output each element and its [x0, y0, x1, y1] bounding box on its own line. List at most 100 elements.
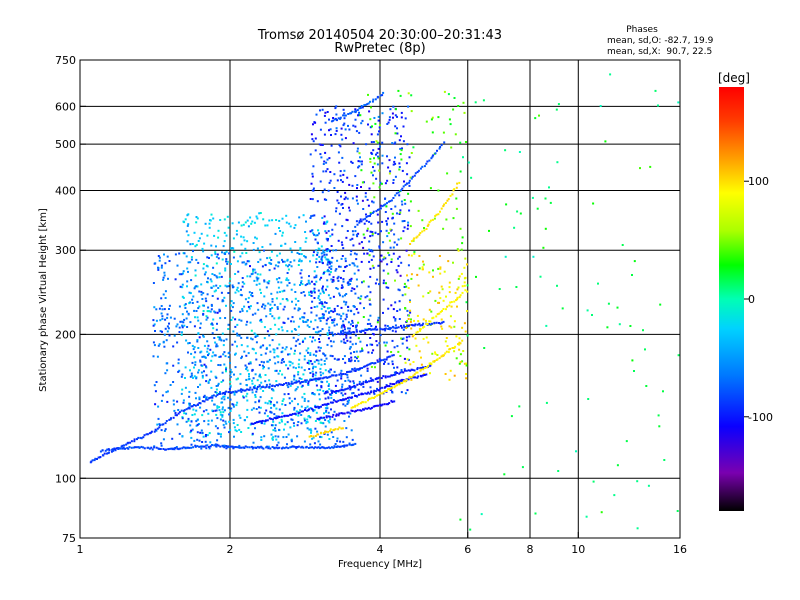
trace-point	[387, 388, 390, 391]
scatter-point	[460, 272, 463, 275]
scatter-point	[255, 215, 258, 218]
trace-point	[386, 385, 389, 388]
trace-point	[340, 412, 343, 415]
scatter-point	[464, 289, 467, 292]
scatter-point	[394, 175, 397, 178]
scatter-point	[317, 295, 320, 298]
scatter-point	[292, 320, 295, 323]
scatter-point	[332, 310, 335, 313]
scatter-point	[331, 280, 334, 283]
scatter-point	[233, 373, 235, 376]
scatter-point	[397, 350, 400, 353]
scatter-point	[241, 309, 244, 312]
scatter-point	[366, 227, 369, 230]
scatter-point	[347, 283, 350, 286]
scatter-point	[349, 352, 352, 355]
scatter-point	[174, 278, 177, 281]
scatter-point	[310, 291, 313, 294]
scatter-point	[320, 421, 323, 424]
scatter-point	[359, 156, 361, 159]
scatter-point	[455, 207, 458, 210]
scatter-point	[381, 141, 384, 144]
trace-point	[393, 400, 396, 403]
scatter-point	[209, 348, 212, 351]
scatter-point	[405, 336, 408, 339]
trace-point	[365, 364, 368, 367]
trace-point	[140, 445, 143, 448]
scatter-point	[636, 480, 639, 483]
trace-point	[347, 370, 349, 373]
scatter-point	[240, 319, 243, 322]
scatter-point	[373, 169, 376, 172]
scatter-point	[183, 252, 186, 255]
scatter-point	[160, 312, 163, 315]
scatter-point	[264, 374, 267, 376]
scatter-point	[339, 317, 342, 320]
scatter-point	[340, 340, 343, 343]
scatter-point	[303, 440, 306, 443]
scatter-point	[229, 398, 232, 401]
scatter-point	[376, 163, 379, 166]
scatter-point	[405, 339, 408, 342]
trace-point	[342, 398, 345, 401]
scatter-point	[199, 431, 202, 434]
trace-point	[381, 205, 384, 208]
scatter-point	[251, 313, 254, 316]
trace-point	[391, 383, 394, 386]
trace-point	[429, 219, 432, 222]
scatter-point	[279, 302, 282, 305]
trace-point	[329, 393, 332, 396]
scatter-point	[247, 305, 250, 308]
scatter-point	[310, 320, 312, 323]
trace-point	[453, 346, 456, 349]
scatter-point	[329, 171, 332, 173]
scatter-point	[403, 368, 406, 371]
scatter-point	[196, 339, 199, 341]
scatter-point	[351, 343, 354, 346]
scatter-point	[228, 431, 230, 434]
trace-point	[130, 440, 133, 443]
scatter-point	[649, 165, 652, 168]
scatter-point	[327, 411, 330, 414]
scatter-point	[320, 386, 323, 389]
scatter-point	[299, 247, 302, 250]
scatter-point	[190, 420, 193, 423]
scatter-point	[326, 248, 329, 250]
scatter-point	[350, 250, 353, 253]
scatter-point	[205, 409, 208, 412]
scatter-point	[222, 423, 225, 426]
scatter-point	[309, 407, 312, 409]
scatter-point	[221, 300, 224, 303]
scatter-point	[319, 367, 322, 370]
trace-point	[319, 447, 321, 450]
scatter-point	[240, 243, 243, 246]
scatter-point	[342, 278, 345, 281]
scatter-point	[312, 123, 314, 126]
scatter-point	[328, 181, 331, 184]
trace-point	[428, 320, 431, 323]
scatter-point	[269, 328, 272, 330]
scatter-point	[212, 266, 215, 269]
scatter-point	[266, 402, 269, 405]
scatter-point	[246, 260, 249, 263]
trace-point	[102, 454, 105, 457]
scatter-point	[205, 318, 208, 321]
scatter-point	[196, 423, 199, 426]
scatter-point	[386, 325, 389, 327]
scatter-point	[309, 360, 312, 363]
scatter-point	[230, 371, 233, 374]
trace-point	[194, 445, 197, 448]
scatter-point	[260, 318, 263, 321]
scatter-point	[412, 361, 415, 363]
scatter-point	[225, 258, 228, 261]
scatter-point	[555, 108, 558, 111]
trace-point	[351, 396, 354, 399]
scatter-point	[539, 275, 542, 278]
scatter-point	[314, 374, 317, 377]
scatter-point	[325, 231, 328, 234]
scatter-point	[389, 389, 392, 391]
scatter-point	[327, 261, 330, 264]
trace-point	[153, 446, 156, 449]
scatter-point	[312, 410, 315, 413]
scatter-point	[158, 343, 161, 346]
